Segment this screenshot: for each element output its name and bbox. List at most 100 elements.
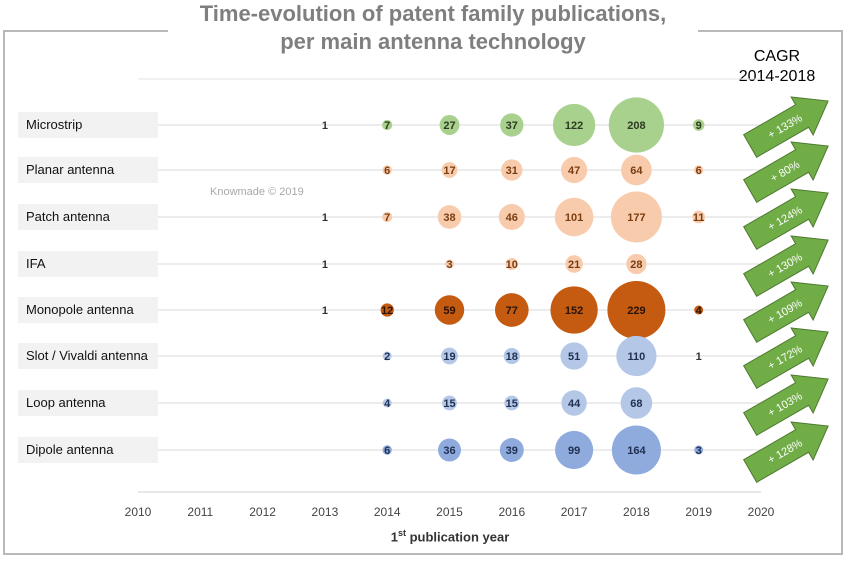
bubble [501,159,523,181]
bubble [382,165,392,175]
bubble-value-label: 3 [696,445,702,457]
bubble [607,281,666,339]
x-tick-label: 2012 [249,505,276,519]
watermark: Knowmade © 2019 [210,186,304,198]
bubble-value-label: 39 [506,445,518,457]
x-tick-label: 2019 [685,505,712,519]
bubble [611,425,661,475]
bubble-value-label: 99 [568,445,580,457]
bubble [382,351,392,361]
x-tick-label: 2011 [187,505,213,519]
bubble-value-label: 44 [568,398,581,410]
x-tick-label: 2015 [436,505,463,519]
bubble [503,347,520,365]
bubble [565,255,583,273]
bubble [692,119,705,131]
bubble [610,191,662,243]
cagr-arrow-shape [742,141,829,203]
bubble-value-label: 4 [696,305,703,317]
bubble [554,197,594,237]
series-label: Patch antenna [18,204,158,230]
series-label: Microstrip [18,112,158,138]
cagr-arrow-shape [742,96,829,158]
cagr-arrow-shape [742,281,829,343]
bubble [382,211,393,223]
bubble-value-label: 6 [384,165,390,177]
cagr-header-line-1: CAGR [753,48,801,65]
bubble-value-label: 177 [627,212,645,224]
bubble [500,113,524,137]
bubble [382,398,392,408]
cagr-arrow: + 133% [742,96,829,158]
x-axis-title-suffix: publication year [405,529,510,545]
bubble-value-label: 7 [384,120,390,132]
x-tick-label: 2016 [498,505,525,519]
chart-title: Time-evolution of patent family publicat… [168,0,698,62]
bubble-value-label: 1 [322,305,328,317]
cagr-arrow-shape [742,327,829,389]
series-label: Loop antenna [18,390,158,416]
bubble-value-label: 2 [384,351,390,363]
cagr-arrow: + 80% [742,141,829,203]
bubble-value-label: 21 [568,259,580,271]
cagr-arrow-shape [742,235,829,297]
bubble [550,286,598,334]
x-tick-label: 2020 [748,505,775,519]
bubble [442,395,457,411]
bubble-value-label: 9 [696,120,702,132]
cagr-header: CAGR 2014-2018 [722,47,832,87]
bubble-value-label: 47 [568,165,580,177]
x-axis-title-prefix: 1 [390,529,398,545]
bubble [445,259,454,269]
bubble [434,295,465,325]
bubble [692,210,706,224]
bubble [380,303,394,317]
bubble [555,430,594,470]
bubble-value-label: 51 [568,351,580,363]
series-label: IFA [18,251,158,277]
bubble [382,445,392,455]
bubble [437,205,462,229]
bubble-value-label: 12 [381,305,393,317]
x-tick-label: 2018 [623,505,650,519]
bubble [438,438,461,462]
bubble-value-label: 7 [384,212,390,224]
bubble-value-label: 6 [384,445,390,457]
bubble-value-label: 1 [696,351,702,363]
bubble [494,293,529,327]
bubble-value-label: 229 [627,305,645,317]
bubble-value-label: 152 [565,305,583,317]
bubble-value-label: 17 [443,165,455,177]
series-label: Planar antenna [18,157,158,183]
bubble [560,156,588,184]
bubble [382,119,393,131]
bubble [499,438,524,462]
bubble-value-label: 110 [628,351,646,363]
bubble-value-label: 64 [630,165,643,177]
bubble-value-label: 164 [627,445,646,457]
bubble [504,395,520,411]
bubble [621,154,652,186]
bubble-value-label: 208 [627,120,645,132]
bubble-value-label: 1 [322,212,328,224]
bubble-value-label: 59 [443,305,455,317]
bubble-value-label: 77 [506,305,518,317]
bubble [694,305,704,315]
bubble [552,103,596,147]
x-axis-title-sup: st [397,528,406,538]
series-label: Dipole antenna [18,437,158,463]
x-tick-label: 2017 [561,505,588,519]
bubble-value-label: 68 [630,398,642,410]
bubble-value-label: 38 [443,212,455,224]
bubble-value-label: 11 [693,212,705,224]
x-tick-label: 2010 [125,505,152,519]
bubble [616,335,657,377]
bubble-value-label: 3 [446,259,452,271]
cagr-arrow-shape [742,421,829,483]
bubble-value-label: 1 [322,259,328,271]
cagr-arrow-shape [742,188,829,250]
series-label: Monopole antenna [18,297,158,323]
bubble-value-label: 15 [506,398,518,410]
bubble-value-label: 28 [630,259,642,271]
